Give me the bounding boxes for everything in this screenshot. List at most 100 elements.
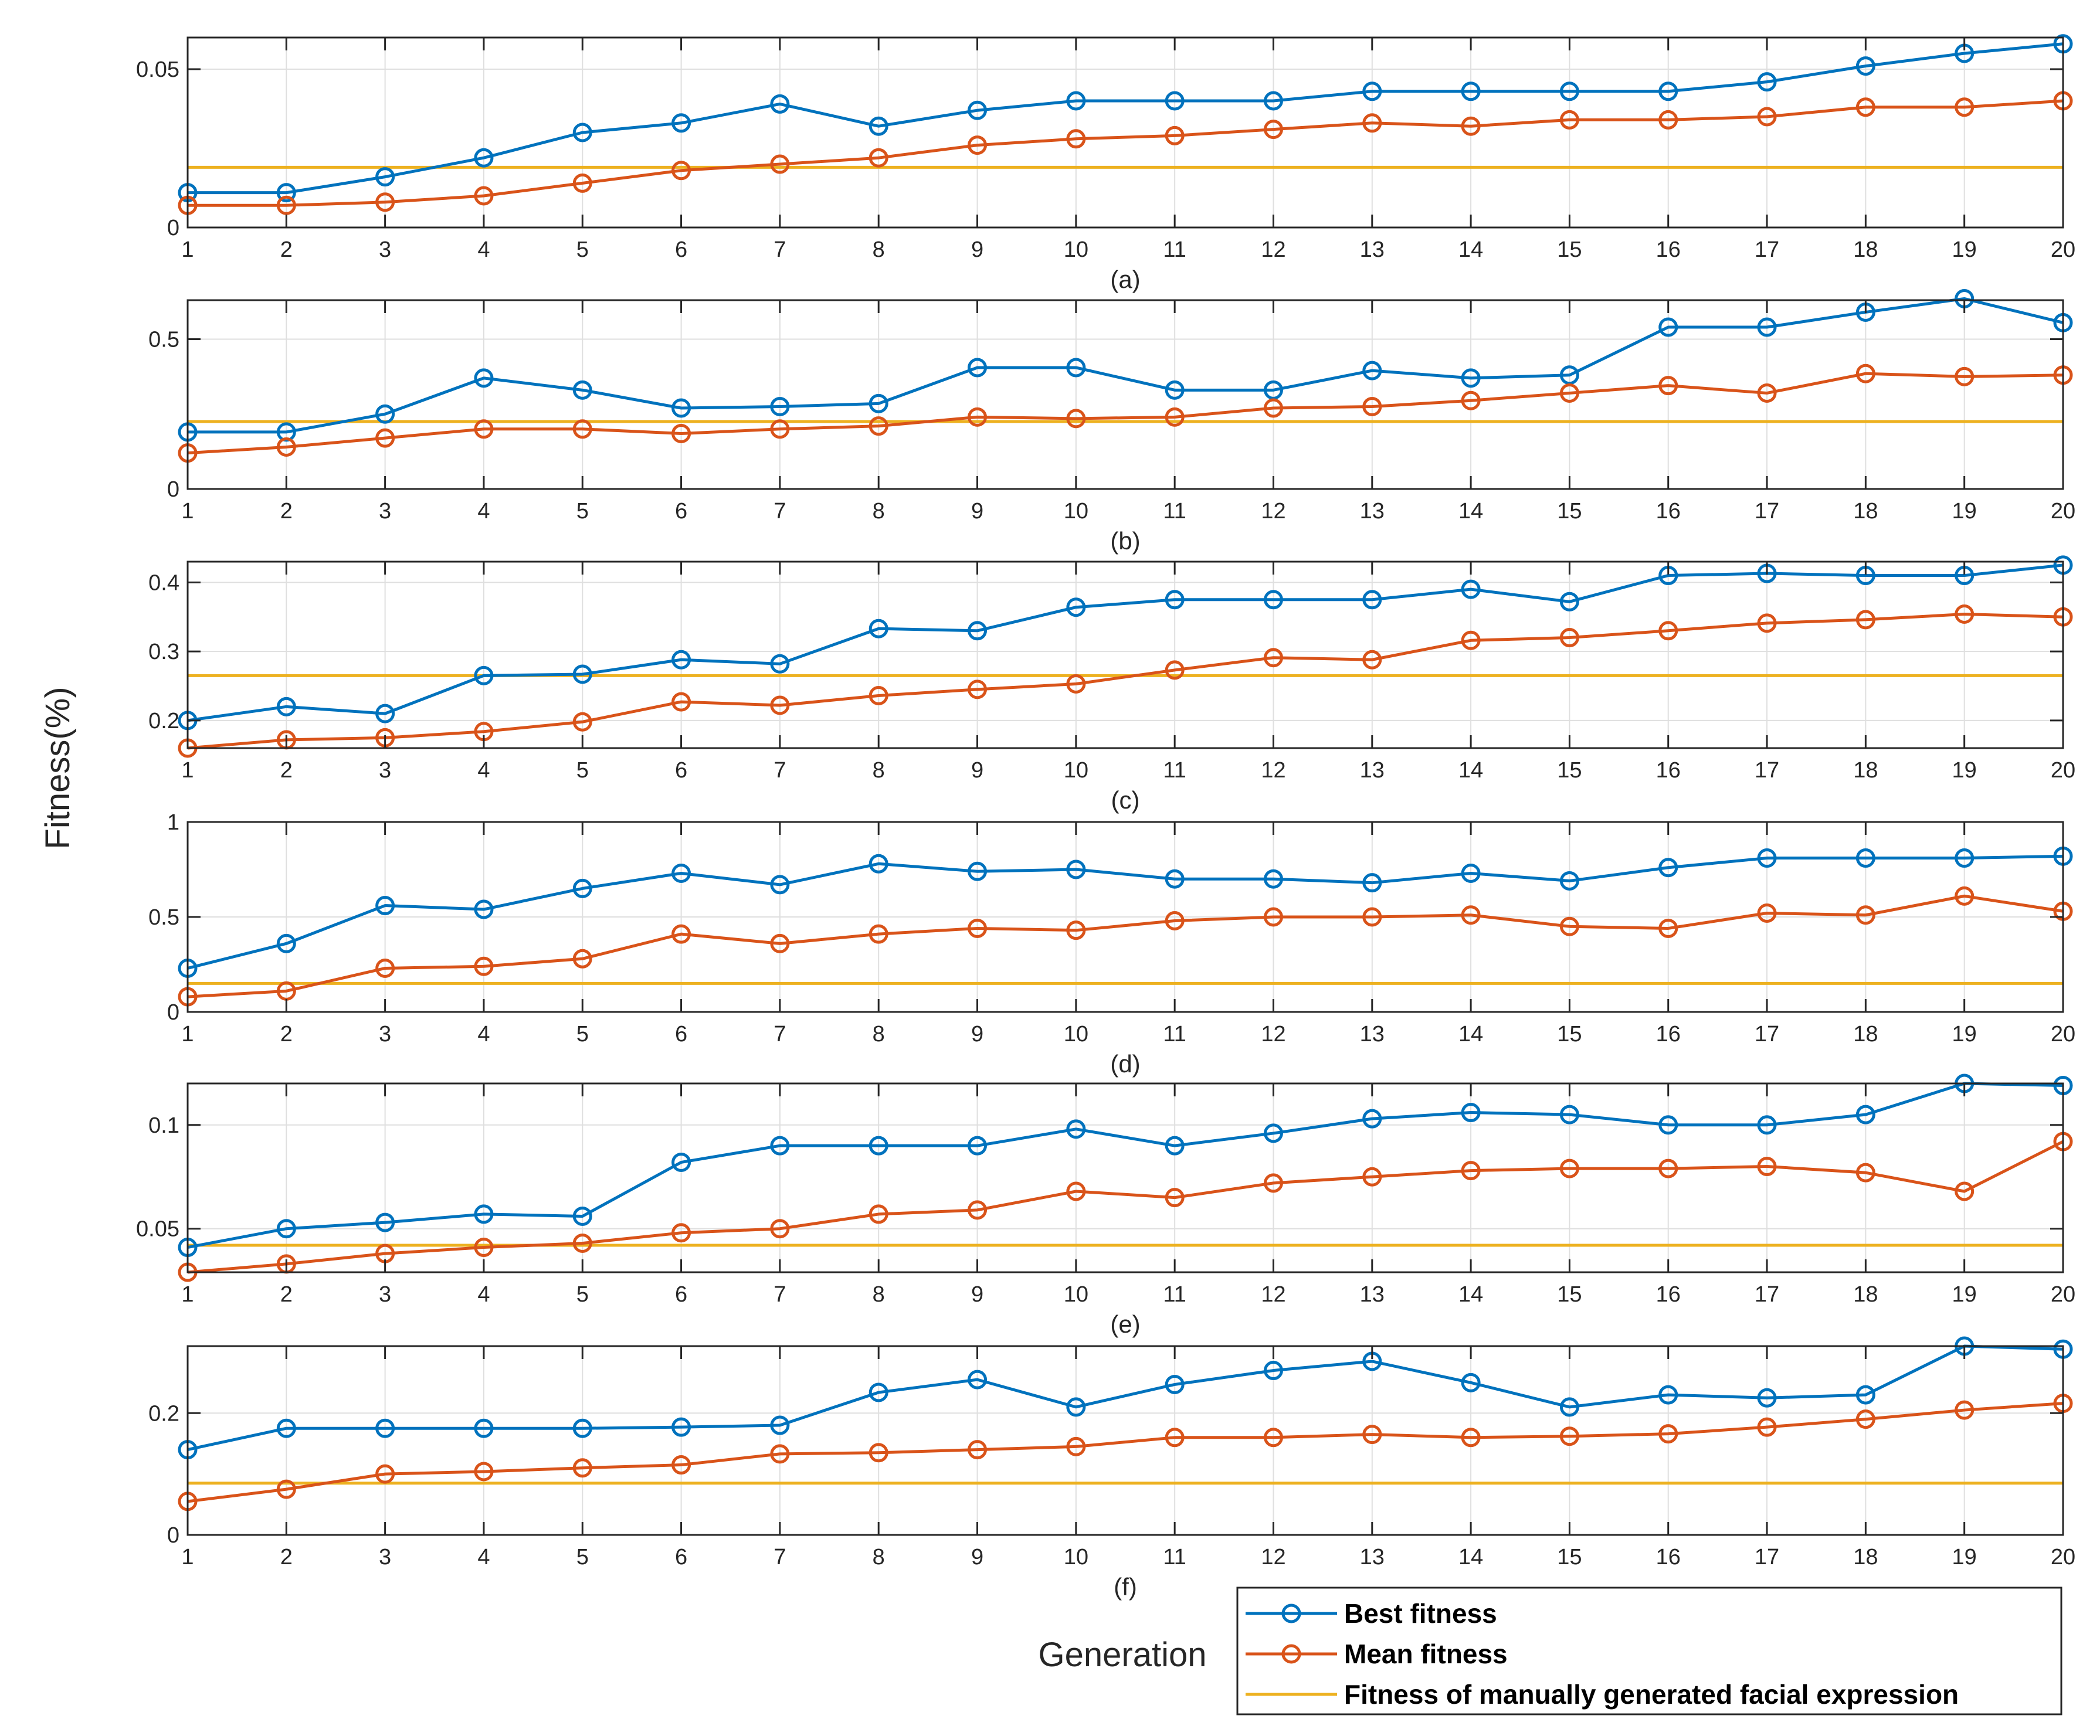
x-tick-label: 19 xyxy=(1952,758,1977,783)
point-mean xyxy=(1855,1409,1875,1429)
axes-box xyxy=(186,560,2064,749)
point-best xyxy=(1658,1385,1678,1405)
x-tick-label: 4 xyxy=(477,758,490,783)
point-best xyxy=(1165,1374,1185,1394)
point-mean xyxy=(474,1238,494,1258)
x-tick-label: 3 xyxy=(379,1545,391,1569)
point-mean xyxy=(474,419,494,439)
x-tick-label: 15 xyxy=(1557,1282,1582,1307)
x-tick-label: 20 xyxy=(2051,1545,2075,1569)
point-mean xyxy=(1855,905,1875,925)
series-line-mean xyxy=(188,99,2064,207)
point-mean xyxy=(1955,1400,1975,1420)
point-mean xyxy=(276,437,296,457)
point-best xyxy=(1955,848,1975,868)
panel-label: (f) xyxy=(1114,1573,1137,1601)
y-tick-label: 0.05 xyxy=(136,57,179,82)
point-best xyxy=(276,933,296,953)
point-best xyxy=(968,358,988,378)
point-best xyxy=(572,123,592,142)
x-tick-label: 9 xyxy=(971,237,983,262)
point-mean xyxy=(1263,648,1283,668)
point-mean xyxy=(671,1223,691,1243)
point-best xyxy=(1757,317,1777,337)
point-best xyxy=(770,94,790,114)
x-tick-label: 17 xyxy=(1755,758,1779,783)
series-line-mean xyxy=(187,1140,2064,1274)
point-mean xyxy=(1165,911,1185,930)
point-mean xyxy=(1559,628,1579,648)
point-mean xyxy=(671,692,691,712)
y-tick-label: 0.3 xyxy=(148,640,179,664)
x-tick-label: 10 xyxy=(1064,499,1088,524)
panel-e: 1 2 3 4 5 6 7 8 9 10 11 12 13 14 15 16 17 18 19 200.050.1(e… xyxy=(136,1073,2075,1338)
point-mean xyxy=(770,695,790,715)
x-tick-label: 5 xyxy=(576,1022,589,1047)
point-mean xyxy=(1362,907,1382,927)
point-best xyxy=(375,1418,395,1438)
point-mean xyxy=(1263,907,1283,927)
point-mean xyxy=(1955,366,1975,386)
x-tick-label: 8 xyxy=(873,1022,885,1047)
point-best xyxy=(968,861,988,881)
point-mean xyxy=(1362,1167,1382,1187)
point-best xyxy=(1066,859,1086,879)
axes-box xyxy=(186,299,2064,490)
y-tick-label: 0.2 xyxy=(148,1401,179,1426)
x-tick-label: 8 xyxy=(873,1545,885,1569)
x-tick-label: 7 xyxy=(773,1545,786,1569)
point-mean xyxy=(1165,660,1185,680)
point-best xyxy=(474,665,494,685)
x-tick-label: 19 xyxy=(1952,1022,1977,1047)
point-mean xyxy=(375,1464,395,1484)
point-best xyxy=(276,1219,296,1239)
x-tick-label: 14 xyxy=(1458,1282,1483,1307)
point-mean xyxy=(572,949,592,969)
x-tick-label: 3 xyxy=(379,237,391,262)
x-tick-label: 13 xyxy=(1360,499,1385,524)
series-line-best xyxy=(187,854,2064,970)
point-best xyxy=(968,1370,988,1390)
x-tick-label: 5 xyxy=(576,499,589,524)
x-tick-label: 14 xyxy=(1458,1022,1483,1047)
x-tick-label: 1 xyxy=(181,499,194,524)
x-tick-label: 1 xyxy=(181,758,194,783)
point-mean xyxy=(869,148,888,168)
x-tick-label: 17 xyxy=(1755,1545,1779,1569)
x-tick-label: 7 xyxy=(773,237,786,262)
point-best xyxy=(1066,1119,1086,1139)
point-best xyxy=(474,368,494,388)
point-best xyxy=(572,878,592,898)
x-tick-label: 6 xyxy=(675,1282,687,1307)
x-tick-label: 10 xyxy=(1064,1282,1088,1307)
x-tick-label: 7 xyxy=(773,1282,786,1307)
point-mean xyxy=(276,1479,296,1499)
point-mean xyxy=(276,195,296,215)
point-mean xyxy=(1955,886,1975,906)
x-tick-label: 7 xyxy=(773,758,786,783)
x-tick-label: 4 xyxy=(477,1282,490,1307)
point-best xyxy=(1165,590,1185,610)
point-best xyxy=(1362,590,1382,610)
point-mean xyxy=(770,933,790,953)
x-tick-label: 19 xyxy=(1952,499,1977,524)
point-best xyxy=(572,380,592,400)
x-tick-label: 15 xyxy=(1557,499,1582,524)
point-mean xyxy=(770,1444,790,1464)
point-best xyxy=(572,664,592,684)
point-best xyxy=(474,1204,494,1224)
legend: Best fitness Mean fitness Fitness of man… xyxy=(1236,1586,2062,1715)
point-best xyxy=(572,1418,592,1438)
point-mean xyxy=(1559,383,1579,403)
point-mean xyxy=(1165,1428,1185,1448)
x-tick-label: 13 xyxy=(1360,1282,1385,1307)
point-mean xyxy=(1559,1426,1579,1446)
x-tick-label: 1 xyxy=(181,1545,194,1569)
point-mean xyxy=(1658,621,1678,641)
point-best xyxy=(375,404,395,424)
point-best xyxy=(1855,848,1875,868)
point-best xyxy=(869,116,888,136)
x-tick-label: 2 xyxy=(280,499,293,524)
x-tick-label: 12 xyxy=(1261,237,1285,262)
